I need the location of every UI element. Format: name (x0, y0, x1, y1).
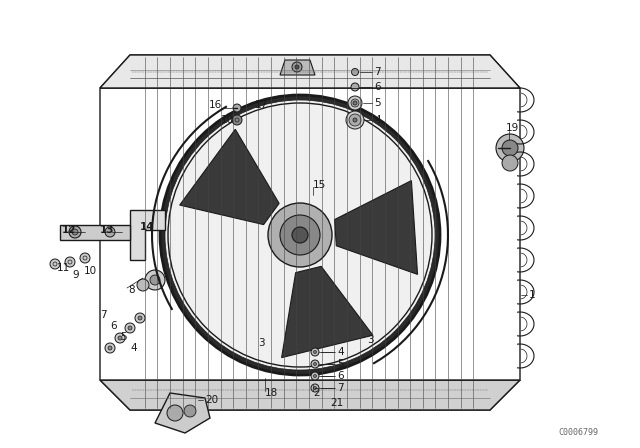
Polygon shape (155, 393, 210, 433)
Circle shape (351, 69, 358, 76)
Circle shape (135, 313, 145, 323)
Circle shape (138, 316, 142, 320)
Circle shape (314, 387, 317, 389)
Text: 5: 5 (120, 332, 127, 342)
Circle shape (165, 100, 435, 370)
Text: 10: 10 (221, 115, 234, 125)
Text: 5: 5 (374, 98, 381, 108)
Circle shape (311, 360, 319, 368)
Text: 6: 6 (374, 82, 381, 92)
Polygon shape (335, 181, 417, 274)
Text: 15: 15 (313, 180, 326, 190)
Text: 4: 4 (374, 115, 381, 125)
Circle shape (108, 346, 112, 350)
Circle shape (314, 362, 317, 366)
Circle shape (128, 326, 132, 330)
Text: 12: 12 (62, 225, 77, 235)
Text: 7: 7 (337, 383, 344, 393)
Circle shape (314, 375, 317, 378)
Circle shape (137, 279, 149, 291)
Circle shape (351, 99, 359, 107)
Text: 6: 6 (337, 371, 344, 381)
Text: C0006799: C0006799 (558, 427, 598, 436)
Text: 18: 18 (265, 388, 278, 398)
Text: 4: 4 (130, 343, 136, 353)
Text: 7: 7 (374, 67, 381, 77)
Text: 21: 21 (330, 398, 343, 408)
Text: 5: 5 (337, 359, 344, 369)
Text: 20: 20 (205, 395, 218, 405)
Text: 8: 8 (128, 285, 134, 295)
Text: 2: 2 (313, 388, 319, 398)
Circle shape (118, 336, 122, 340)
Circle shape (105, 343, 115, 353)
Circle shape (295, 65, 299, 69)
Polygon shape (280, 60, 315, 75)
Circle shape (496, 134, 524, 162)
Circle shape (311, 384, 319, 392)
Circle shape (125, 323, 135, 333)
Polygon shape (282, 267, 373, 358)
Circle shape (311, 372, 319, 380)
Polygon shape (100, 380, 520, 410)
Circle shape (184, 405, 196, 417)
Text: 9: 9 (72, 270, 79, 280)
Circle shape (292, 62, 302, 72)
Circle shape (72, 229, 78, 235)
Text: 19: 19 (506, 123, 519, 133)
Polygon shape (60, 225, 130, 240)
Circle shape (311, 348, 319, 356)
Text: 1: 1 (529, 290, 536, 300)
Text: 16: 16 (209, 100, 222, 110)
Text: 3: 3 (367, 335, 374, 345)
Circle shape (160, 95, 440, 375)
Circle shape (353, 101, 357, 105)
Circle shape (502, 155, 518, 171)
Circle shape (268, 203, 332, 267)
Polygon shape (130, 210, 165, 260)
Circle shape (168, 103, 432, 367)
Circle shape (50, 259, 60, 269)
Polygon shape (180, 129, 279, 224)
Circle shape (502, 140, 518, 156)
Text: 17: 17 (255, 100, 268, 110)
Circle shape (69, 226, 81, 238)
Text: 14: 14 (140, 222, 155, 232)
Circle shape (167, 405, 183, 421)
Text: 11: 11 (57, 263, 70, 273)
Circle shape (80, 253, 90, 263)
Circle shape (145, 270, 165, 290)
Text: 6: 6 (110, 321, 116, 331)
Circle shape (292, 227, 308, 243)
Circle shape (349, 114, 361, 126)
Circle shape (232, 115, 242, 125)
Circle shape (348, 96, 362, 110)
Text: 13: 13 (100, 225, 115, 235)
Circle shape (105, 227, 115, 237)
Circle shape (233, 104, 241, 112)
Circle shape (353, 118, 357, 122)
Text: 4: 4 (337, 347, 344, 357)
Circle shape (314, 350, 317, 353)
Circle shape (65, 257, 75, 267)
Circle shape (115, 333, 125, 343)
Circle shape (150, 275, 160, 285)
Circle shape (346, 111, 364, 129)
Text: 10: 10 (84, 266, 97, 276)
Polygon shape (100, 55, 520, 88)
Text: 3: 3 (258, 338, 264, 348)
Circle shape (351, 83, 359, 91)
Text: 7: 7 (100, 310, 107, 320)
Circle shape (280, 215, 320, 255)
